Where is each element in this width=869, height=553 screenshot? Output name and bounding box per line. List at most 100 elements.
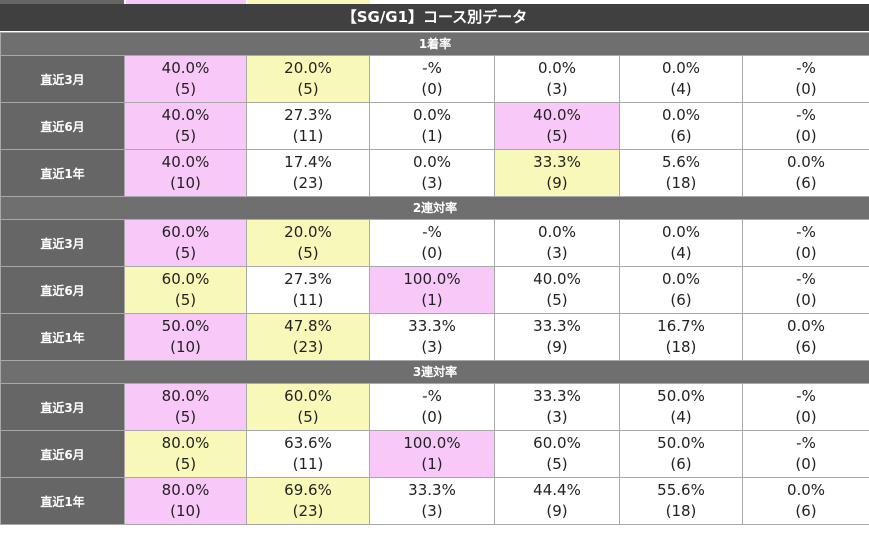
table-row: 直近6月 60.0% (5) 27.3% (11) 100.0% (1) 40.0% (5) 0.… bbox=[0, 266, 869, 314]
period-label: 直近1年 bbox=[0, 313, 125, 361]
rate-percent: 20.0% bbox=[284, 59, 332, 77]
rate-cell: -% (0) bbox=[742, 430, 869, 478]
race-count: (0) bbox=[795, 127, 817, 145]
rate-percent: 0.0% bbox=[661, 59, 701, 77]
rate-percent: 100.0% bbox=[403, 434, 461, 452]
rate-percent: 80.0% bbox=[161, 387, 210, 405]
race-count: (0) bbox=[421, 244, 443, 262]
rate-cell: 60.0% (5) bbox=[494, 430, 620, 478]
rate-percent: 27.3% bbox=[284, 106, 332, 124]
race-count: (5) bbox=[546, 455, 568, 473]
rate-percent: 33.3% bbox=[408, 317, 456, 335]
race-count: (4) bbox=[670, 244, 692, 262]
rate-percent: 40.0% bbox=[533, 270, 581, 288]
rate-percent: 33.3% bbox=[533, 317, 581, 335]
table-row: 直近6月 40.0% (5) 27.3% (11) 0.0% (1) 40.0% (5) 0.0%… bbox=[0, 102, 869, 150]
race-count: (5) bbox=[297, 408, 319, 426]
rate-cell: 40.0% (5) bbox=[494, 266, 620, 314]
rate-percent: 50.0% bbox=[657, 434, 705, 452]
race-count: (5) bbox=[174, 244, 197, 262]
rate-percent: 80.0% bbox=[161, 434, 210, 452]
rate-percent: 0.0% bbox=[786, 481, 826, 499]
rate-percent: 5.6% bbox=[661, 153, 701, 171]
rate-cell: 60.0% (5) bbox=[124, 219, 247, 267]
rate-cell: 0.0% (6) bbox=[742, 477, 869, 525]
rate-percent: 69.6% bbox=[284, 481, 332, 499]
race-count: (6) bbox=[795, 502, 817, 520]
race-count: (6) bbox=[670, 127, 692, 145]
race-count: (5) bbox=[174, 408, 197, 426]
rate-cell: 44.4% (9) bbox=[494, 477, 620, 525]
table-row: 直近3月 60.0% (5) 20.0% (5) -% (0) 0.0% (3) 0.0% (4) -… bbox=[0, 219, 869, 267]
rate-percent: -% bbox=[796, 434, 816, 452]
rate-percent: -% bbox=[422, 387, 442, 405]
panel-title: 【SG/G1】コース別データ bbox=[0, 4, 869, 31]
rate-cell: -% (0) bbox=[742, 383, 869, 431]
rate-cell: 0.0% (6) bbox=[619, 266, 743, 314]
rate-cell: 0.0% (6) bbox=[619, 102, 743, 150]
rate-cell: 100.0% (1) bbox=[369, 430, 495, 478]
rate-cell: -% (0) bbox=[369, 219, 495, 267]
rate-percent: 63.6% bbox=[284, 434, 332, 452]
race-count: (0) bbox=[421, 80, 443, 98]
rate-cell: 33.3% (9) bbox=[494, 149, 620, 197]
period-label: 直近6月 bbox=[0, 266, 125, 314]
rate-cell: 0.0% (1) bbox=[369, 102, 495, 150]
race-count: (3) bbox=[421, 174, 443, 192]
race-count: (5) bbox=[174, 291, 197, 309]
previous-table-edge bbox=[0, 0, 869, 4]
rate-cell: 5.6% (18) bbox=[619, 149, 743, 197]
rate-cell: 33.3% (3) bbox=[494, 383, 620, 431]
period-label: 直近6月 bbox=[0, 102, 125, 150]
race-count: (0) bbox=[795, 408, 817, 426]
rate-cell: 40.0% (10) bbox=[124, 149, 247, 197]
period-label: 直近1年 bbox=[0, 149, 125, 197]
race-count: (11) bbox=[292, 127, 324, 145]
rate-cell: 0.0% (3) bbox=[494, 219, 620, 267]
race-count: (6) bbox=[670, 455, 692, 473]
rate-cell: 27.3% (11) bbox=[246, 102, 370, 150]
rate-cell: 80.0% (5) bbox=[124, 383, 247, 431]
previous-row-head-edge bbox=[0, 0, 124, 4]
rate-cell: 50.0% (6) bbox=[619, 430, 743, 478]
race-count: (10) bbox=[170, 502, 201, 520]
table-row: 直近1年 40.0% (10) 17.4% (23) 0.0% (3) 33.3% (9) 5.6… bbox=[0, 149, 869, 197]
previous-highlight-pink-edge bbox=[126, 0, 246, 4]
race-count: (10) bbox=[170, 174, 201, 192]
section-header: 2連対率 bbox=[0, 196, 869, 220]
rate-cell: 16.7% (18) bbox=[619, 313, 743, 361]
rate-percent: 33.3% bbox=[533, 387, 581, 405]
race-count: (5) bbox=[297, 80, 319, 98]
race-count: (4) bbox=[670, 408, 692, 426]
rate-percent: -% bbox=[796, 270, 816, 288]
rate-cell: -% (0) bbox=[742, 266, 869, 314]
rate-percent: 60.0% bbox=[161, 223, 210, 241]
race-count: (18) bbox=[665, 338, 697, 356]
rate-percent: 0.0% bbox=[786, 153, 826, 171]
race-count: (18) bbox=[665, 174, 697, 192]
rate-cell: 17.4% (23) bbox=[246, 149, 370, 197]
rate-cell: 0.0% (6) bbox=[742, 149, 869, 197]
rate-cell: 40.0% (5) bbox=[124, 55, 247, 103]
period-label: 直近1年 bbox=[0, 477, 125, 525]
section-header: 3連対率 bbox=[0, 360, 869, 384]
race-count: (9) bbox=[546, 338, 568, 356]
rate-percent: -% bbox=[422, 223, 442, 241]
rate-percent: 50.0% bbox=[161, 317, 210, 335]
rate-percent: 40.0% bbox=[161, 106, 210, 124]
rate-percent: 16.7% bbox=[657, 317, 705, 335]
rate-cell: 0.0% (4) bbox=[619, 55, 743, 103]
rate-percent: 80.0% bbox=[161, 481, 210, 499]
rate-cell: 55.6% (18) bbox=[619, 477, 743, 525]
race-count: (5) bbox=[174, 80, 197, 98]
rate-percent: -% bbox=[422, 59, 442, 77]
rate-percent: 0.0% bbox=[661, 223, 701, 241]
rate-cell: 50.0% (10) bbox=[124, 313, 247, 361]
race-count: (23) bbox=[292, 502, 324, 520]
rate-percent: 40.0% bbox=[533, 106, 581, 124]
rate-cell: 33.3% (3) bbox=[369, 477, 495, 525]
period-label: 直近3月 bbox=[0, 219, 125, 267]
rate-cell: 33.3% (3) bbox=[369, 313, 495, 361]
rate-percent: 17.4% bbox=[284, 153, 332, 171]
